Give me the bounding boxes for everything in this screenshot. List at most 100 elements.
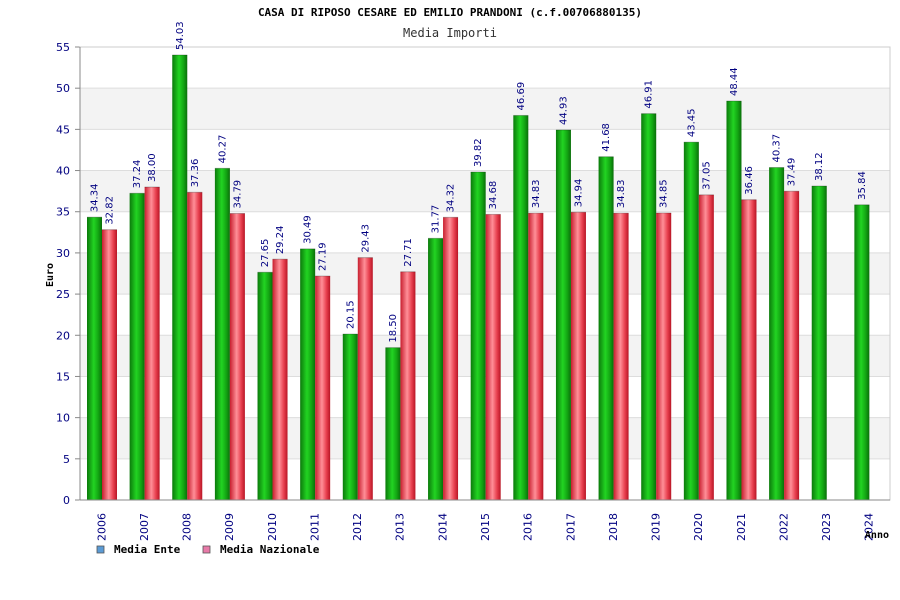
data-label: 30.49 xyxy=(303,215,314,244)
bar-media-ente xyxy=(129,193,145,500)
y-tick-label: 15 xyxy=(56,370,70,383)
x-tick-label: 2014 xyxy=(436,513,449,541)
bar-media-ente xyxy=(726,101,742,500)
axes: 0 5 10 15 20 25 30 35 40 45 50 55 2006 2007 2008 2009 20… xyxy=(56,41,891,541)
x-tick-label: 2017 xyxy=(564,513,577,541)
chart-subtitle: Media Importi xyxy=(403,26,497,40)
legend: Media Ente Media Nazionale xyxy=(96,543,320,556)
y-tick-label: 35 xyxy=(56,206,70,219)
y-tick-label: 10 xyxy=(56,412,70,425)
x-tick-label: 2018 xyxy=(607,513,620,541)
y-tick-label: 55 xyxy=(56,41,70,54)
bar-media-nazionale xyxy=(272,259,288,500)
x-tick-label: 2006 xyxy=(95,513,108,541)
bar-media-ente xyxy=(257,272,273,500)
data-label: 38.12 xyxy=(814,152,825,181)
bar-media-nazionale xyxy=(102,229,117,500)
data-label: 34.83 xyxy=(531,179,542,208)
data-label: 40.37 xyxy=(772,134,783,163)
bar-media-ente xyxy=(385,347,401,500)
x-tick-label: 2013 xyxy=(394,513,407,541)
grid-band xyxy=(80,129,890,171)
x-tick-label: 2021 xyxy=(735,513,748,541)
bar-media-nazionale xyxy=(400,271,416,500)
bars xyxy=(87,54,870,501)
data-label: 36.46 xyxy=(744,166,755,195)
bar-media-ente xyxy=(172,54,188,501)
bar-media-ente xyxy=(683,142,699,500)
data-label: 37.49 xyxy=(787,158,798,187)
bar-media-ente xyxy=(470,172,486,500)
data-label: 29.24 xyxy=(275,226,286,255)
y-axis-label: Euro xyxy=(45,263,56,287)
y-tick-label: 25 xyxy=(56,288,70,301)
x-tick-label: 2009 xyxy=(223,513,236,541)
y-tick-label: 30 xyxy=(56,247,70,260)
data-label: 41.68 xyxy=(601,123,612,152)
data-label: 48.44 xyxy=(729,67,740,96)
legend-swatch-media-ente xyxy=(96,545,105,554)
data-label: 44.93 xyxy=(558,96,569,125)
chart-title: CASA DI RIPOSO CESARE ED EMILIO PRANDONI… xyxy=(258,6,642,19)
x-tick-label: 2010 xyxy=(266,513,279,541)
data-label: 31.77 xyxy=(431,205,442,234)
bar-media-nazionale xyxy=(570,212,586,501)
bar-media-nazionale xyxy=(187,192,203,500)
data-label: 29.43 xyxy=(360,224,371,253)
data-labels: 34.34 32.82 37.24 38.00 54.03 37.36 40.27 34.79… xyxy=(90,21,868,342)
data-label: 37.05 xyxy=(701,161,712,190)
data-label: 34.85 xyxy=(659,179,670,208)
legend-label-media-nazionale: Media Nazionale xyxy=(220,543,320,556)
bar-media-nazionale xyxy=(144,187,160,500)
data-label: 43.45 xyxy=(686,108,697,137)
bar-media-ente xyxy=(513,115,529,500)
data-label: 38.00 xyxy=(147,153,158,182)
bar-media-ente xyxy=(214,168,230,500)
bar-media-ente xyxy=(87,217,102,500)
data-label: 18.50 xyxy=(388,314,399,343)
bar-media-nazionale xyxy=(485,214,501,500)
data-label: 54.03 xyxy=(175,21,186,50)
data-label: 46.91 xyxy=(644,80,655,109)
data-label: 27.65 xyxy=(260,239,271,268)
data-label: 39.82 xyxy=(473,138,484,167)
bar-media-nazionale xyxy=(528,213,544,501)
data-label: 34.34 xyxy=(90,184,101,213)
x-tick-label: 2012 xyxy=(351,513,364,541)
bar-media-nazionale xyxy=(315,276,331,500)
y-tick-label: 45 xyxy=(56,123,70,136)
bar-media-ente xyxy=(854,204,870,501)
data-label: 20.15 xyxy=(345,300,356,329)
bar-media-nazionale xyxy=(698,194,714,501)
bar-media-nazionale xyxy=(741,199,757,500)
x-tick-label: 2024 xyxy=(863,513,876,541)
data-label: 35.84 xyxy=(857,171,868,200)
data-label: 34.79 xyxy=(232,180,243,209)
data-label: 27.71 xyxy=(403,238,414,267)
data-label: 34.32 xyxy=(446,184,457,213)
bar-media-ente xyxy=(555,129,571,500)
bar-media-ente xyxy=(769,167,785,501)
bar-media-ente xyxy=(641,113,657,501)
grid-band xyxy=(80,88,890,130)
data-label: 37.36 xyxy=(190,159,201,188)
x-tick-label: 2022 xyxy=(777,513,790,541)
bar-media-nazionale xyxy=(784,191,800,500)
x-tick-label: 2019 xyxy=(650,513,663,541)
x-tick-label: 2015 xyxy=(479,513,492,541)
bar-media-nazionale xyxy=(357,257,373,500)
bar-media-ente xyxy=(300,248,316,500)
bar-media-nazionale xyxy=(613,213,629,501)
bar-media-ente xyxy=(428,238,444,500)
bar-media-nazionale xyxy=(656,212,672,501)
bar-media-ente xyxy=(811,186,827,500)
x-tick-label: 2023 xyxy=(820,513,833,541)
bar-media-nazionale xyxy=(229,213,245,500)
data-label: 32.82 xyxy=(105,196,116,225)
bar-media-ente xyxy=(598,156,614,500)
x-axis-label: Anno xyxy=(865,530,889,541)
y-tick-label: 50 xyxy=(56,82,70,95)
x-tick-label: 2020 xyxy=(692,513,705,541)
data-label: 34.94 xyxy=(573,179,584,208)
